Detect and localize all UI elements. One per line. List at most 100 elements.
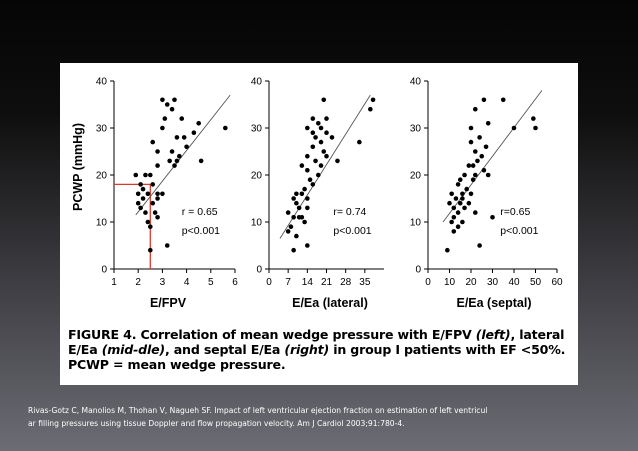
- left-data-point: [174, 158, 180, 164]
- right-data-point: [477, 243, 482, 248]
- left-data-point: [148, 224, 153, 229]
- middle-data-point: [302, 219, 307, 225]
- right-data-point: [481, 168, 487, 173]
- right-x-label: E/Ea (septal): [456, 296, 531, 310]
- left-x-tick-label: 3: [160, 277, 166, 288]
- middle-data-point: [307, 177, 313, 182]
- right-data-point: [481, 97, 487, 103]
- left-data-point: [184, 144, 189, 150]
- middle-data-point: [305, 125, 310, 131]
- middle-data-point: [315, 172, 321, 178]
- right-data-point: [457, 177, 463, 182]
- left-data-point: [155, 191, 160, 197]
- right-data-point: [475, 158, 480, 164]
- middle-data-point: [294, 200, 299, 206]
- left-data-point: [155, 215, 160, 220]
- left-data-point: [152, 210, 158, 215]
- right-x-tick-label: 0: [425, 277, 431, 288]
- left-data-point: [174, 135, 180, 140]
- right-data-point: [473, 149, 478, 154]
- left-data-point: [172, 97, 177, 103]
- left-data-point: [160, 97, 165, 103]
- right-y-tick-label: 40: [410, 77, 422, 88]
- right-x-tick-label: 30: [487, 277, 499, 288]
- caption-text-4: in group I patients with EF <50%. PCWP =…: [68, 342, 566, 372]
- left-data-point: [198, 158, 204, 164]
- left-y-tick-label: 0: [101, 265, 107, 276]
- left-data-point: [155, 149, 160, 154]
- right-data-point: [479, 153, 485, 159]
- middle-data-point: [313, 158, 318, 164]
- middle-data-point: [324, 116, 329, 121]
- left-x-tick-label: 2: [135, 277, 141, 288]
- right-data-point: [468, 125, 474, 131]
- right-data-point: [468, 139, 474, 145]
- left-data-point: [150, 182, 156, 187]
- left-y-tick-label: 10: [96, 218, 108, 229]
- left-x-tick-label: 6: [232, 277, 238, 288]
- caption-text-3: , and septal E/Ea: [164, 342, 285, 357]
- left-y-label: PCWP (mmHg): [71, 123, 85, 211]
- left-annotation-p: p<0.001: [182, 225, 220, 237]
- left-data-point: [167, 158, 172, 164]
- middle-data-point: [291, 247, 296, 253]
- right-data-point: [451, 215, 457, 220]
- left-data-point: [140, 186, 146, 192]
- middle-annotation-p: p<0.001: [333, 225, 371, 237]
- left-data-point: [179, 116, 185, 121]
- left-data-point: [138, 205, 143, 211]
- middle-data-point: [288, 224, 294, 229]
- right-annotation-r: r=0.65: [500, 206, 530, 218]
- right-data-point: [455, 224, 461, 229]
- middle-y-tick-label: 10: [251, 218, 263, 229]
- middle-y-tick-label: 30: [251, 124, 263, 135]
- middle-data-point: [357, 139, 362, 145]
- middle-data-point: [310, 144, 316, 150]
- left-data-point: [164, 102, 170, 107]
- left-data-point: [140, 196, 146, 201]
- left-data-point: [160, 191, 165, 197]
- citation: Rivas-Gotz C, Manolios M, Thohan V, Nagu…: [28, 404, 630, 430]
- right-data-point: [470, 163, 476, 168]
- middle-x-tick-label: 21: [321, 277, 333, 288]
- right-y-tick-label: 30: [410, 124, 422, 135]
- middle-data-point: [318, 163, 324, 168]
- left-x-tick-label: 1: [111, 277, 117, 288]
- left-data-point: [169, 106, 175, 112]
- right-x-tick-label: 50: [530, 277, 542, 288]
- middle-data-point: [294, 233, 299, 239]
- middle-data-point: [296, 205, 302, 211]
- middle-y-tick-label: 40: [251, 77, 263, 88]
- middle-data-point: [368, 106, 373, 112]
- right-data-point: [449, 219, 454, 225]
- middle-x-tick-label: 28: [340, 277, 352, 288]
- caption-text-1: FIGURE 4. Correlation of mean wedge pres…: [68, 327, 476, 342]
- right-data-point: [466, 200, 472, 206]
- middle-data-point: [305, 196, 310, 201]
- left-data-point: [223, 125, 228, 131]
- left-data-point: [160, 125, 165, 131]
- right-data-point: [470, 177, 476, 182]
- middle-data-point: [310, 130, 316, 135]
- left-data-point: [191, 130, 197, 135]
- right-data-point: [449, 191, 454, 197]
- middle-annotation-r: r= 0.74: [333, 206, 366, 218]
- middle-data-point: [321, 149, 327, 154]
- middle-data-point: [291, 196, 296, 201]
- middle-data-point: [335, 158, 340, 164]
- scatter-charts: 0 10 20 30 40 1 2 3 4 5 6 r = 0.65 p<0.001 E/FPV PCWP …: [71, 77, 563, 311]
- middle-x-label: E/Ea (lateral): [292, 296, 368, 310]
- middle-data-point: [318, 125, 324, 131]
- left-data-point: [143, 210, 148, 215]
- right-data-point: [460, 219, 465, 225]
- right-data-point: [462, 205, 467, 211]
- right-y-tick-label: 10: [410, 218, 422, 229]
- left-data-point: [133, 172, 139, 178]
- left-y-tick-label: 40: [96, 77, 108, 88]
- right-data-point: [490, 215, 495, 220]
- right-data-point: [500, 97, 506, 103]
- left-y-tick-label: 30: [96, 124, 108, 135]
- left-data-point: [196, 121, 201, 126]
- middle-data-point: [370, 97, 376, 103]
- left-x-tick-label: 5: [208, 277, 214, 288]
